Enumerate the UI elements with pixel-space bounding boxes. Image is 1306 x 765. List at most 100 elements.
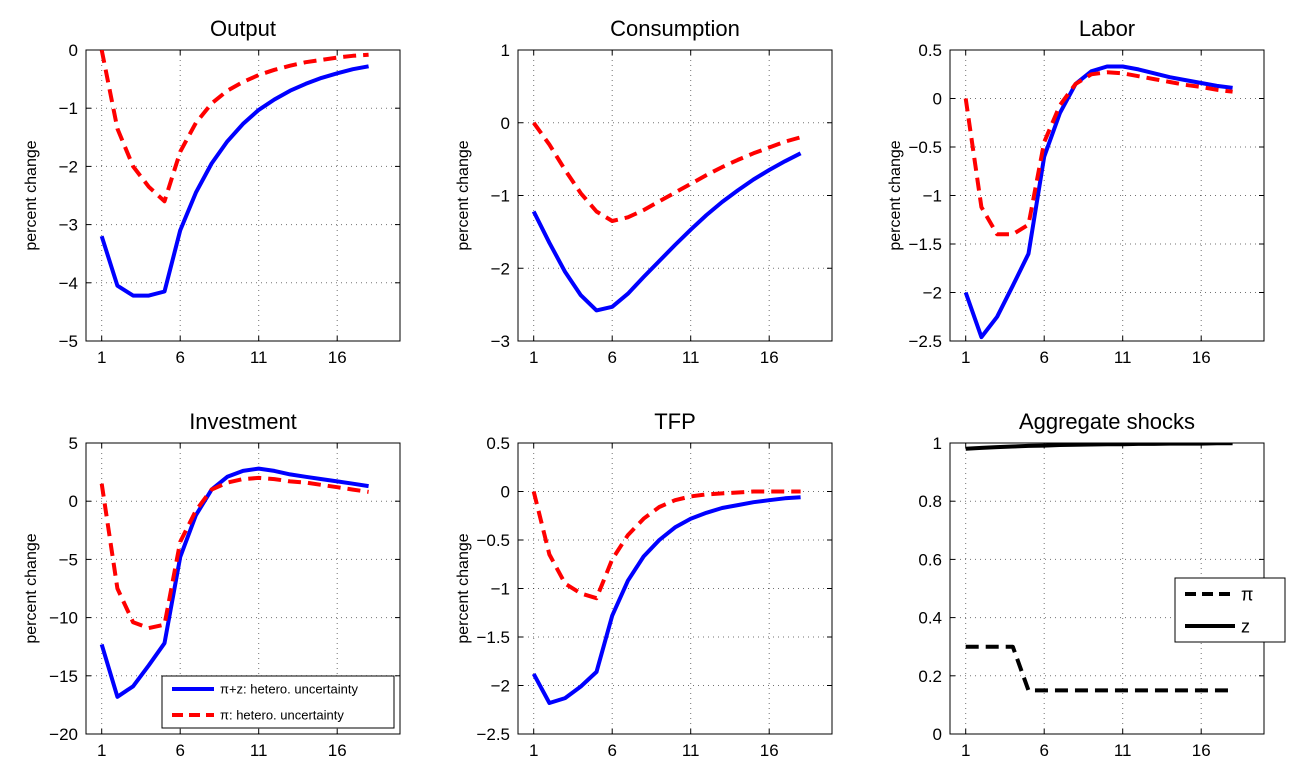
plot-frame xyxy=(85,49,401,342)
series-line-series-dashed xyxy=(965,644,1233,693)
series-line-z-solid xyxy=(965,443,1233,451)
series-line-z-hetero-uncertainty-solid xyxy=(99,64,369,298)
series-line-hetero-uncertainty-dashed xyxy=(99,50,369,204)
x-tick-label: 1 xyxy=(529,741,538,760)
legend-label: π xyxy=(1241,584,1253,604)
y-tick-label: −2.5 xyxy=(908,332,942,351)
y-tick-label: 1 xyxy=(933,434,942,453)
series-line-hetero-uncertainty-dashed xyxy=(531,489,801,601)
x-tick-label: 6 xyxy=(1039,741,1048,760)
y-tick-label: −15 xyxy=(49,667,78,686)
x-tick-label: 16 xyxy=(1192,741,1211,760)
y-tick-label: −2 xyxy=(491,677,510,696)
x-tick-label: 11 xyxy=(1114,348,1132,367)
series-line-hetero-uncertainty-dashed xyxy=(963,70,1233,237)
legend-box xyxy=(161,675,395,729)
plot-frame xyxy=(949,49,1265,342)
legend-label: π: hetero. uncertainty xyxy=(220,708,344,723)
y-axis-label: percent change xyxy=(455,140,472,250)
y-tick-label: 0.6 xyxy=(918,550,942,569)
plot-frame xyxy=(517,442,833,735)
y-tick-label: −1 xyxy=(59,99,78,118)
y-tick-label: −0.5 xyxy=(908,138,942,157)
y-tick-label: −20 xyxy=(49,725,78,744)
x-tick-label: 6 xyxy=(1039,348,1048,367)
y-tick-label: −2.5 xyxy=(476,725,510,744)
x-tick-label: 16 xyxy=(760,348,779,367)
y-tick-label: 0 xyxy=(501,114,510,133)
chart-title: Aggregate shocks xyxy=(1019,409,1195,434)
y-tick-label: 0 xyxy=(501,483,510,502)
series-line-z-hetero-uncertainty-solid xyxy=(531,495,801,705)
x-tick-label: 11 xyxy=(682,348,700,367)
x-tick-label: 1 xyxy=(97,741,106,760)
y-tick-label: −1 xyxy=(923,187,942,206)
y-tick-label: 0.5 xyxy=(486,434,510,453)
legend-box xyxy=(1174,577,1286,643)
y-tick-label: −1.5 xyxy=(908,235,942,254)
series-line-z-hetero-uncertainty-solid xyxy=(99,466,369,699)
y-tick-label: 0.4 xyxy=(918,609,942,628)
x-tick-label: 6 xyxy=(607,348,616,367)
chart-title: Consumption xyxy=(610,16,740,41)
chart-title: TFP xyxy=(654,409,696,434)
y-tick-label: −2 xyxy=(923,284,942,303)
x-tick-label: 11 xyxy=(1114,741,1132,760)
series-line-z-hetero-uncertainty-solid xyxy=(963,64,1233,340)
x-tick-label: 1 xyxy=(961,348,970,367)
x-tick-label: 6 xyxy=(175,348,184,367)
x-tick-label: 1 xyxy=(961,741,970,760)
y-tick-label: 0.5 xyxy=(918,41,942,60)
x-tick-label: 16 xyxy=(1192,348,1211,367)
y-axis-label: percent change xyxy=(887,140,904,250)
x-tick-label: 16 xyxy=(328,348,347,367)
legend-label: z xyxy=(1241,616,1250,636)
x-tick-label: 16 xyxy=(328,741,347,760)
y-tick-label: −2 xyxy=(59,157,78,176)
x-tick-label: 6 xyxy=(607,741,616,760)
y-tick-label: −5 xyxy=(59,550,78,569)
y-tick-label: −3 xyxy=(491,332,510,351)
y-tick-label: −1.5 xyxy=(476,628,510,647)
legend: πz xyxy=(1174,577,1286,643)
series-line-hetero-uncertainty-dashed xyxy=(532,121,802,223)
y-tick-label: −3 xyxy=(59,216,78,235)
series-line-z-hetero-uncertainty-solid xyxy=(531,151,802,313)
x-tick-label: 11 xyxy=(250,348,268,367)
y-tick-label: −1 xyxy=(491,580,510,599)
y-tick-label: 5 xyxy=(69,434,78,453)
x-tick-label: 11 xyxy=(250,741,268,760)
y-tick-label: −0.5 xyxy=(476,531,510,550)
chart-title: Investment xyxy=(189,409,297,434)
y-tick-label: 1 xyxy=(501,41,510,60)
plot-frame xyxy=(85,442,401,735)
plot-frame xyxy=(517,49,833,342)
legend-label: π+z: hetero. uncertainty xyxy=(220,682,358,697)
y-axis-label: percent change xyxy=(455,533,472,643)
y-tick-label: 0 xyxy=(69,492,78,511)
y-tick-label: 0 xyxy=(69,41,78,60)
chart-title: Labor xyxy=(1079,16,1135,41)
y-tick-label: −5 xyxy=(59,332,78,351)
y-tick-label: 0.8 xyxy=(918,492,942,511)
legend: π+z: hetero. uncertainty π: hetero. uncer… xyxy=(161,675,395,729)
y-tick-label: −4 xyxy=(59,274,78,293)
y-tick-label: 0 xyxy=(933,90,942,109)
x-tick-label: 16 xyxy=(760,741,779,760)
y-tick-label: 0.2 xyxy=(918,667,942,686)
y-axis-label: percent change xyxy=(23,533,40,643)
y-tick-label: −10 xyxy=(49,609,78,628)
y-tick-label: −2 xyxy=(491,259,510,278)
x-tick-label: 1 xyxy=(529,348,538,367)
chart-title: Output xyxy=(210,16,276,41)
x-tick-label: 6 xyxy=(175,741,184,760)
series-line-hetero-uncertainty-dashed xyxy=(99,475,369,631)
y-axis-label: percent change xyxy=(23,140,40,250)
